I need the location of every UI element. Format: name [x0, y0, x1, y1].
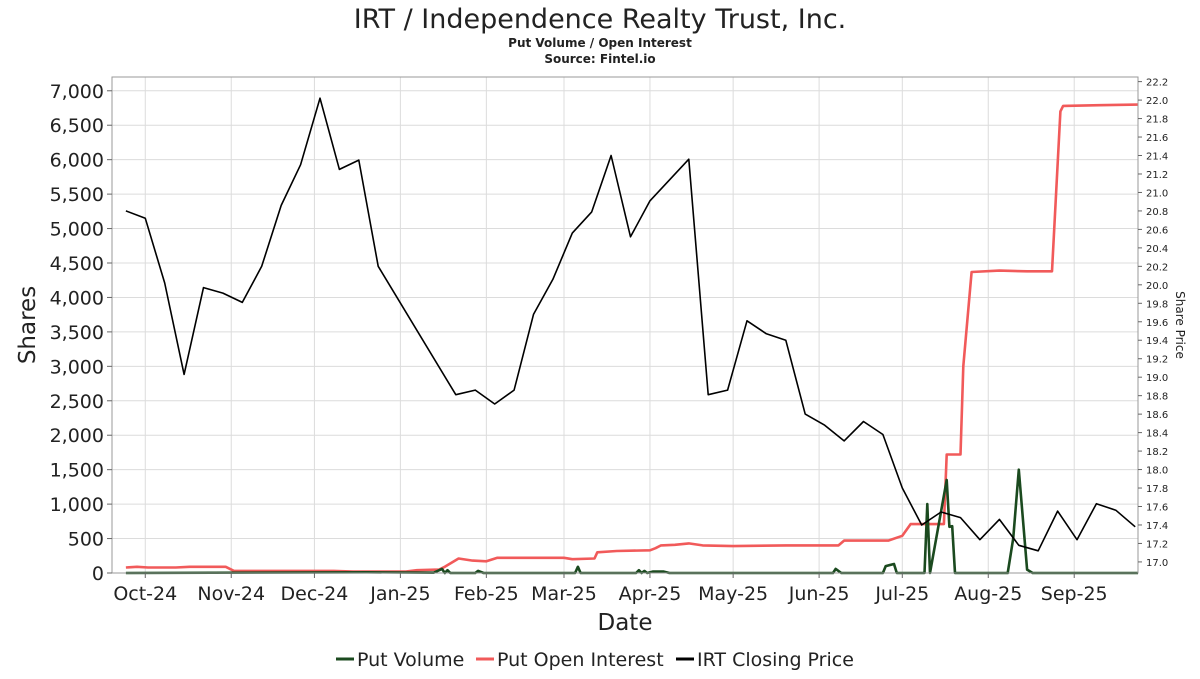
y2-tick-label: 17.6: [1146, 502, 1168, 513]
y-tick-label: 6,000: [50, 150, 104, 172]
y2-tick-label: 20.8: [1146, 207, 1168, 218]
y2-tick-label: 21.8: [1146, 115, 1168, 126]
chart-title: IRT / Independence Realty Trust, Inc.: [354, 4, 847, 35]
y2-tick-label: 17.8: [1146, 484, 1168, 495]
x-tick-label: May-25: [698, 583, 768, 605]
y2-tick-label: 18.6: [1146, 410, 1168, 421]
y2-tick-label: 22.2: [1146, 78, 1168, 89]
y2-tick-label: 17.4: [1146, 521, 1168, 532]
x-tick-label: Dec-24: [281, 583, 349, 605]
y2-tick-label: 20.0: [1146, 281, 1168, 292]
y2-tick-label: 21.0: [1146, 188, 1168, 199]
y2-tick-label: 18.0: [1146, 466, 1168, 477]
x-tick-label: Nov-24: [197, 583, 265, 605]
x-tick-label: Apr-25: [619, 583, 682, 605]
x-tick-label: Oct-24: [113, 583, 177, 605]
y2-tick-label: 21.6: [1146, 133, 1168, 144]
y2-tick-label: 18.8: [1146, 392, 1168, 403]
y2-tick-label: 20.4: [1146, 244, 1168, 255]
y-tick-label: 1,000: [50, 494, 104, 516]
y2-tick-label: 20.2: [1146, 262, 1168, 273]
y2-tick-label: 19.4: [1146, 336, 1168, 347]
y-tick-label: 3,500: [50, 322, 104, 344]
legend-label-irt-closing-price: IRT Closing Price: [697, 649, 854, 671]
y2-tick-label: 18.4: [1146, 429, 1168, 440]
legend: Put Volume Put Open Interest IRT Closing P…: [336, 649, 854, 671]
x-tick-label: Aug-25: [954, 583, 1022, 605]
x-tick-label: Mar-25: [531, 583, 597, 605]
y-axis: 0 500 1,000 1,500 2,000 2,500 3,000 3,500 4,000 4…: [50, 81, 112, 585]
x-tick-label: Jun-25: [788, 583, 850, 605]
x-axis: Oct-24 Nov-24 Dec-24 Jan-25 Feb-25 Mar-25 Apr-…: [113, 573, 1108, 605]
y-tick-label: 4,000: [50, 287, 104, 309]
x-tick-label: Feb-25: [454, 583, 519, 605]
chart-source: Source: Fintel.io: [544, 52, 655, 66]
y2-tick-label: 19.2: [1146, 355, 1168, 366]
y2-tick-label: 17.2: [1146, 539, 1168, 550]
gridlines: [112, 77, 1138, 574]
y2-tick-label: 19.0: [1146, 373, 1168, 384]
y-tick-label: 2,500: [50, 391, 104, 413]
y-tick-label: 6,500: [50, 115, 104, 137]
series-line-irt-closing-price: [125, 97, 1136, 552]
y-tick-label: 3,000: [50, 356, 104, 378]
y2-tick-label: 22.0: [1146, 96, 1168, 107]
y-tick-label: 7,000: [50, 81, 104, 103]
y2-tick-label: 19.8: [1146, 299, 1168, 310]
y-tick-label: 4,500: [50, 253, 104, 275]
y-tick-label: 0: [92, 563, 104, 585]
chart-subtitle: Put Volume / Open Interest: [508, 36, 692, 50]
x-axis-title: Date: [598, 610, 653, 636]
y2-tick-label: 21.4: [1146, 152, 1168, 163]
y-axis-title: Shares: [15, 286, 41, 364]
plot-area: [112, 77, 1138, 573]
y-tick-label: 1,500: [50, 460, 104, 482]
legend-label-put-volume: Put Volume: [357, 649, 464, 671]
y-tick-label: 500: [68, 529, 104, 551]
plot-border: [111, 76, 1139, 574]
y2-axis: 17.0 17.2 17.4 17.6 17.8 18.0 18.2 18.4 18.6 18.8…: [1138, 78, 1168, 569]
y-tick-label: 5,500: [50, 184, 104, 206]
y2-tick-label: 19.6: [1146, 318, 1168, 329]
y2-tick-label: 18.2: [1146, 447, 1168, 458]
y2-axis-title: Share Price: [1173, 291, 1187, 359]
y2-tick-label: 17.0: [1146, 558, 1168, 569]
y2-tick-label: 20.6: [1146, 225, 1168, 236]
x-tick-label: Jul-25: [874, 583, 929, 605]
legend-label-put-open-interest: Put Open Interest: [497, 649, 664, 671]
x-tick-label: Sep-25: [1041, 583, 1108, 605]
y-tick-label: 2,000: [50, 425, 104, 447]
x-tick-label: Jan-25: [369, 583, 430, 605]
y2-tick-label: 21.2: [1146, 170, 1168, 181]
y-tick-label: 5,000: [50, 219, 104, 241]
